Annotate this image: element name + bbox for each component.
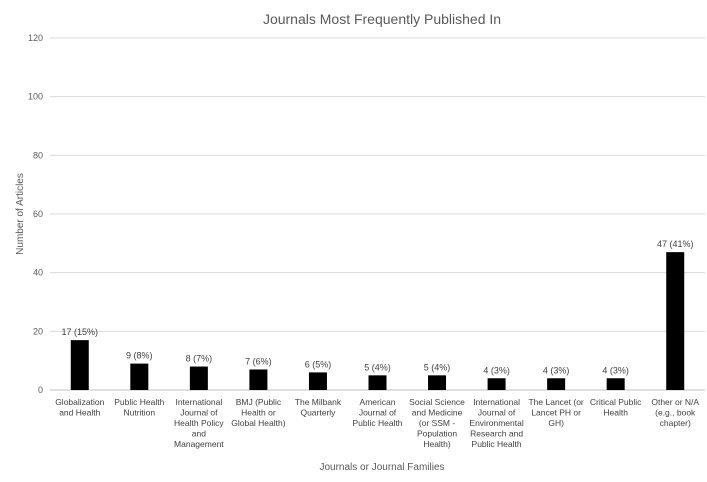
x-category-label-line: Public Health bbox=[352, 418, 402, 428]
data-label: 4 (3%) bbox=[602, 365, 629, 375]
x-category-label-line: The Lancet (or bbox=[528, 397, 583, 407]
data-label: 9 (8%) bbox=[126, 351, 153, 361]
data-label: 4 (3%) bbox=[483, 365, 510, 375]
x-category-label-line: and Medicine bbox=[412, 408, 463, 418]
x-category-label-line: Journal of bbox=[359, 408, 397, 418]
data-label: 47 (41%) bbox=[657, 239, 694, 249]
y-axis-title: Number of Articles bbox=[15, 173, 26, 255]
x-category-label-line: Public Health bbox=[114, 397, 164, 407]
x-axis-title: Journals or Journal Families bbox=[319, 462, 444, 473]
x-category-label-line: and bbox=[192, 429, 206, 439]
y-tick-label: 120 bbox=[28, 33, 43, 43]
bar bbox=[547, 378, 566, 390]
x-category-label: BMJ (Public Health or Global Health) bbox=[231, 397, 286, 428]
x-category-label-line: (or SSM - bbox=[419, 418, 456, 428]
x-category-label-line: Social Science bbox=[409, 397, 465, 407]
x-category-label-line: International bbox=[473, 397, 520, 407]
x-category-label: Other or N/A (e.g., book chapter) bbox=[651, 397, 699, 428]
x-category-label: International Journal of Environmental Rese… bbox=[469, 397, 523, 449]
bars bbox=[70, 252, 685, 390]
gridlines bbox=[50, 37, 705, 391]
x-category-label-line: chapter) bbox=[660, 418, 691, 428]
x-category-label-line: Journal of bbox=[180, 408, 218, 418]
bar bbox=[666, 252, 685, 390]
x-category-label-line: Globalization bbox=[55, 397, 104, 407]
data-label: 4 (3%) bbox=[543, 365, 570, 375]
bar bbox=[189, 366, 208, 390]
bar bbox=[368, 375, 387, 390]
chart-title: Journals Most Frequently Published In bbox=[263, 11, 501, 27]
data-label: 7 (6%) bbox=[245, 356, 272, 366]
x-category-label: Social Science and Medicine (or SSM -Popul… bbox=[409, 397, 465, 449]
x-category-label-line: and Health bbox=[59, 408, 100, 418]
x-category-label-line: Health Policy bbox=[174, 418, 224, 428]
y-tick-label: 0 bbox=[38, 385, 43, 395]
x-category-label: Critical Public Health bbox=[590, 397, 642, 418]
data-label: 17 (15%) bbox=[62, 327, 99, 337]
x-category-label: The Lancet (or Lancet PH or GH) bbox=[528, 397, 583, 428]
y-tick-label: 40 bbox=[33, 268, 43, 278]
x-category-label-line: Health) bbox=[423, 439, 451, 449]
bar bbox=[249, 369, 268, 390]
x-category-label-line: GH) bbox=[548, 418, 564, 428]
data-label: 6 (5%) bbox=[305, 359, 332, 369]
bar bbox=[487, 378, 506, 390]
x-category-label: Globalization and Health bbox=[55, 397, 104, 418]
bar bbox=[130, 363, 149, 390]
x-category-label-line: The Milbank bbox=[295, 397, 342, 407]
x-category-label-line: Quarterly bbox=[300, 408, 336, 418]
bar bbox=[606, 378, 625, 390]
x-category-label: International Journal of Health Policy and M… bbox=[174, 397, 224, 449]
y-tick-label: 20 bbox=[33, 326, 43, 336]
x-category-label-line: Environmental bbox=[469, 418, 523, 428]
x-category-label-line: Lancet PH or bbox=[531, 408, 581, 418]
x-category-label-line: Nutrition bbox=[123, 408, 155, 418]
x-category-label-line: American bbox=[360, 397, 396, 407]
bar bbox=[308, 372, 327, 390]
x-category-label-line: Other or N/A bbox=[651, 397, 699, 407]
x-category-label-line: (e.g., book bbox=[655, 408, 696, 418]
x-category-label-line: Global Health) bbox=[231, 418, 286, 428]
y-tick-label: 60 bbox=[33, 209, 43, 219]
x-category-label-line: Research and bbox=[470, 429, 523, 439]
data-label: 8 (7%) bbox=[186, 354, 213, 364]
y-tick-label: 80 bbox=[33, 150, 43, 160]
bar bbox=[70, 340, 89, 390]
data-labels: 17 (15%) 9 (8%) 8 (7%) 7 (6%) 6 (5%) 5 (4%) 5 … bbox=[62, 239, 694, 375]
x-category-label-line: Management bbox=[174, 439, 224, 449]
x-category-label-line: Public Health bbox=[472, 439, 522, 449]
y-tick-label: 100 bbox=[28, 92, 43, 102]
data-label: 5 (4%) bbox=[364, 362, 391, 372]
x-category-label: American Journal of Public Health bbox=[352, 397, 402, 428]
x-category-label-line: Health bbox=[603, 408, 628, 418]
x-category-label-line: Journal of bbox=[478, 408, 516, 418]
data-label: 5 (4%) bbox=[424, 362, 451, 372]
x-category-label-line: Critical Public bbox=[590, 397, 642, 407]
x-category-label-line: Population bbox=[417, 429, 457, 439]
x-category-label-line: Health or bbox=[241, 408, 276, 418]
y-tick-labels: 0 20 40 60 80 100 120 bbox=[28, 33, 43, 395]
bar bbox=[428, 375, 447, 390]
x-category-label-line: International bbox=[175, 397, 222, 407]
x-category-label: The Milbank Quarterly bbox=[295, 397, 342, 418]
x-category-label-line: BMJ (Public bbox=[236, 397, 282, 407]
x-category-label: Public Health Nutrition bbox=[114, 397, 164, 418]
